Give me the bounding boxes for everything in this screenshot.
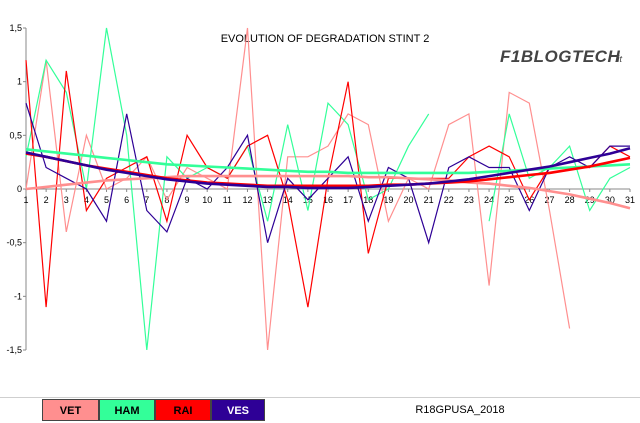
trendline-layer — [25, 146, 631, 210]
y-tick-label: 0,5 — [9, 130, 22, 140]
x-tick-label: 24 — [484, 195, 494, 205]
legend-item-ves: VES — [211, 399, 265, 421]
x-tick-label: 31 — [625, 195, 635, 205]
logo-suffix: .it — [615, 54, 623, 64]
source-label: R18GPUSA_2018 — [415, 404, 505, 416]
legend-item-rai: RAI — [155, 399, 211, 421]
y-tick-label: -1,5 — [6, 345, 22, 355]
logo-text: F1BLOGTECH — [500, 47, 620, 66]
y-tick-label: 1 — [17, 77, 22, 87]
x-tick-label: 2 — [44, 195, 49, 205]
x-tick-label: 11 — [223, 195, 232, 205]
logo: F1BLOGTECH .it — [500, 47, 623, 66]
legend-item-ham: HAM — [99, 399, 155, 421]
series-layer — [25, 27, 631, 351]
x-tick-label: 10 — [202, 195, 212, 205]
x-tick-label: 21 — [424, 195, 434, 205]
x-tick-label: 6 — [124, 195, 129, 205]
trendline-vet — [25, 174, 631, 210]
legend-item-vet: VET — [42, 399, 99, 421]
x-tick-label: 16 — [323, 195, 333, 205]
x-tick-label: 4 — [84, 195, 89, 205]
x-tick-label: 25 — [504, 195, 514, 205]
x-tick-label: 20 — [404, 195, 414, 205]
chart-title: EVOLUTION OF DEGRADATION STINT 2 — [221, 33, 430, 45]
y-tick-label: -1 — [14, 291, 22, 301]
x-tick-label: 12 — [242, 195, 252, 205]
x-tick-label: 19 — [383, 195, 393, 205]
x-tick-label: 5 — [104, 195, 109, 205]
x-tick-label: 30 — [605, 195, 615, 205]
x-tick-label: 1 — [23, 195, 28, 205]
series-line-vet — [25, 27, 571, 351]
y-tick-label: 1,5 — [9, 23, 22, 33]
x-tick-label: 3 — [64, 195, 69, 205]
x-tick-label: 28 — [565, 195, 575, 205]
trendline-ves — [25, 146, 631, 190]
x-tick-label: 23 — [464, 195, 474, 205]
x-tick-label: 9 — [185, 195, 190, 205]
x-tick-label: 27 — [544, 195, 554, 205]
x-tick-label: 17 — [343, 195, 353, 205]
y-tick-label: -0,5 — [6, 238, 22, 248]
series-line-ves — [25, 102, 630, 245]
x-tick-label: 13 — [263, 195, 273, 205]
legend: VET HAM RAI VES R18GPUSA_2018 — [0, 397, 640, 423]
x-tick-label: 22 — [444, 195, 454, 205]
x-tick-label: 7 — [144, 195, 149, 205]
y-tick-label: 0 — [17, 184, 22, 194]
